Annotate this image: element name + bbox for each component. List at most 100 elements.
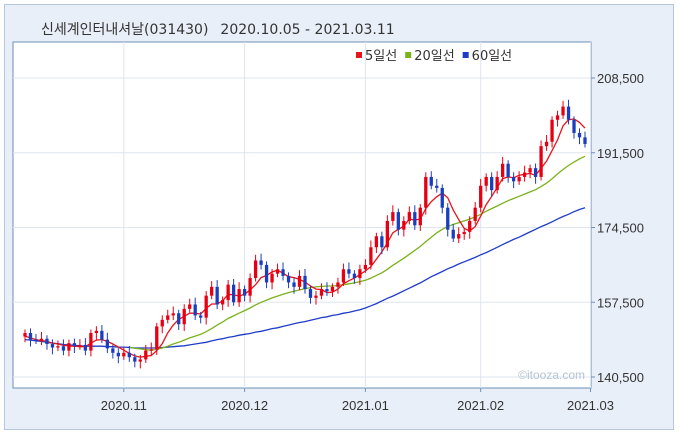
candle-body: [484, 176, 488, 186]
candle-body: [89, 333, 93, 351]
candle-body: [336, 282, 340, 287]
x-tick-label: 2021.03: [567, 398, 614, 413]
plot-area: [12, 41, 592, 389]
candle-body: [544, 141, 549, 147]
candles: [23, 99, 587, 369]
legend-swatch: [462, 52, 469, 58]
candle-body: [511, 176, 516, 182]
candle-body: [446, 207, 450, 230]
candle-body: [116, 352, 120, 357]
candle-body: [264, 264, 269, 283]
candle-body: [341, 269, 346, 283]
ma20-line: [129, 155, 586, 351]
candle-body: [83, 344, 88, 351]
candle-body: [424, 176, 428, 208]
legend-label: 60일선: [472, 49, 512, 64]
candle-body: [171, 313, 175, 316]
candle-body: [275, 269, 280, 274]
candle-body: [155, 326, 159, 350]
candle-body: [248, 278, 252, 296]
candle-body: [440, 187, 444, 208]
candle-body: [473, 207, 477, 221]
chart-title: 신세계인터내셔날(031430) 2020.10.05 - 2021.03.11: [41, 19, 395, 39]
candle-body: [363, 264, 368, 270]
y-tick-label: 191,500: [597, 146, 644, 161]
candle-body: [231, 284, 236, 303]
candle-body: [402, 220, 406, 230]
candle-body: [325, 289, 329, 292]
candle-body: [522, 172, 527, 177]
candle-body: [303, 275, 307, 290]
x-tick-label: 2021.02: [457, 398, 504, 413]
candle-body: [319, 289, 324, 296]
candle-body: [215, 286, 219, 305]
candle-body: [583, 137, 587, 144]
candle-body: [23, 333, 27, 337]
candle-body: [413, 212, 417, 226]
candle-body: [144, 350, 148, 360]
candle-body: [56, 346, 60, 348]
candle-body: [111, 348, 115, 353]
candle-body: [286, 275, 291, 283]
candle-body: [122, 352, 126, 357]
candle-body: [429, 176, 433, 186]
y-tick-label: 140,500: [597, 370, 644, 385]
candle-body: [221, 300, 225, 305]
legend-label: 20일선: [414, 49, 454, 64]
candle-body: [210, 286, 214, 296]
candle-body: [352, 273, 357, 279]
candle-body: [94, 330, 99, 334]
y-axis: 140,500 157,500 174,500 191,500 208,500: [591, 71, 644, 385]
legend: 5일선 20일선 60일선: [356, 49, 512, 64]
candle-body: [166, 315, 170, 320]
legend-swatch: [405, 52, 412, 58]
candle-body: [193, 304, 197, 316]
candle-body: [577, 132, 582, 138]
candle-body: [462, 231, 466, 235]
x-tick-label: 2020.11: [101, 398, 147, 413]
candle-body: [45, 338, 49, 345]
candle-body: [149, 349, 153, 351]
candle-body: [237, 289, 241, 303]
candle-body: [160, 319, 164, 327]
x-tick-label: 2021.01: [342, 398, 389, 413]
candle-body: [566, 106, 571, 120]
candle-body: [495, 176, 499, 191]
candle-body: [204, 295, 208, 318]
legend-label: 5일선: [365, 49, 397, 64]
candle-body: [490, 176, 494, 191]
candle-body: [561, 106, 565, 116]
candle-body: [242, 289, 247, 296]
candle-body: [468, 220, 472, 232]
candle-body: [182, 308, 186, 325]
candle-body: [292, 282, 296, 287]
x-tick-label: 2020.12: [221, 398, 268, 413]
date-range: 2020.10.05 - 2021.03.11: [220, 22, 395, 38]
candle-body: [61, 346, 66, 351]
candle-body: [34, 339, 38, 341]
y-tick-label: 157,500: [597, 295, 644, 310]
candle-body: [78, 344, 82, 347]
candle-body: [226, 284, 230, 301]
candle-body: [177, 313, 181, 325]
candle-body: [501, 163, 505, 177]
candle-body: [105, 339, 109, 349]
candle-body: [396, 212, 400, 230]
candle-body: [555, 115, 560, 120]
x-axis: 2020.11 2020.12 2021.01 2021.02 2021.03: [101, 388, 614, 413]
candle-body: [418, 207, 422, 226]
candle-body: [533, 168, 538, 177]
watermark: ©itooza.com: [518, 368, 585, 382]
y-tick-label: 208,500: [597, 71, 644, 86]
candle-body: [391, 212, 395, 221]
candle-body: [100, 330, 104, 340]
candle-body: [451, 229, 455, 239]
candle-body: [281, 269, 285, 276]
candle-body: [479, 185, 483, 208]
candle-body: [270, 273, 274, 283]
candle-body: [380, 236, 384, 248]
candle-body: [67, 343, 71, 351]
candle-body: [385, 220, 389, 248]
candle-body: [407, 212, 411, 221]
candle-body: [138, 359, 142, 362]
